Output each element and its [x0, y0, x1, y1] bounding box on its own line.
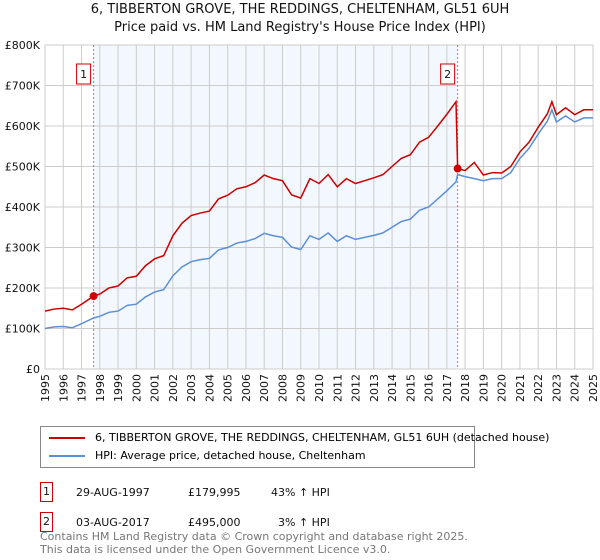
- x-tick-label: 2008: [276, 374, 289, 402]
- x-tick-label: 2018: [459, 374, 472, 402]
- annotation-label: 1: [80, 68, 87, 81]
- x-tick-label: 2002: [167, 374, 180, 402]
- x-tick-label: 2015: [404, 374, 417, 402]
- property-price-line: [44, 99, 593, 312]
- x-tick-label: 2003: [185, 374, 198, 402]
- x-tick-label: 2005: [222, 374, 235, 402]
- footer-line1: Contains HM Land Registry data © Crown c…: [40, 530, 468, 543]
- sale-point: [89, 292, 98, 301]
- x-tick-label: 2011: [331, 374, 344, 402]
- y-tick-label: £300K: [5, 242, 41, 255]
- transaction-price: £179,995: [188, 486, 241, 499]
- y-tick-label: £700K: [5, 80, 41, 93]
- transaction-hpi: 3% ↑ HPI: [278, 516, 330, 529]
- transaction-badge: 2: [40, 512, 53, 532]
- y-tick-label: £200K: [5, 282, 41, 295]
- footer-line2: This data is licensed under the Open Gov…: [40, 543, 391, 556]
- y-tick-label: £600K: [5, 120, 41, 133]
- y-tick-label: £0: [26, 363, 40, 376]
- x-tick-label: 1998: [94, 374, 107, 402]
- x-tick-label: 2004: [203, 374, 216, 402]
- x-tick-label: 2009: [295, 374, 308, 402]
- transaction-date: 03-AUG-2017: [76, 516, 150, 529]
- legend-hpi: HPI: Average price, detached house, Chel…: [95, 449, 366, 462]
- legend: 6, TIBBERTON GROVE, THE REDDINGS, CHELTE…: [40, 426, 549, 468]
- x-tick-label: 2007: [258, 374, 271, 402]
- price-chart: 1995 1996 1997 1998 1999 2000 2001 2002 2003 2004…: [5, 39, 600, 402]
- x-tick-label: 1999: [112, 374, 125, 402]
- x-tick-label: 1996: [57, 374, 70, 402]
- y-tick-label: £400K: [5, 201, 41, 214]
- x-tick-label: 2001: [149, 374, 162, 402]
- x-tick-label: 2000: [130, 374, 143, 402]
- legend-red-line: [49, 436, 85, 439]
- x-tick-label: 1995: [39, 374, 52, 402]
- x-tick-label: 2006: [240, 374, 253, 402]
- chart-title: 6, TIBBERTON GROVE, THE REDDINGS, CHELTE…: [90, 2, 510, 17]
- annotation-badge: [440, 63, 456, 85]
- x-tick-label: 2017: [441, 374, 454, 402]
- footer: Contains HM Land Registry data © Crown c…: [40, 530, 468, 556]
- legend-property: 6, TIBBERTON GROVE, THE REDDINGS, CHELTE…: [95, 431, 550, 444]
- hpi-line: [44, 107, 593, 330]
- x-tick-label: 2024: [569, 374, 582, 402]
- x-tick-label: 2014: [386, 374, 399, 402]
- x-tick-label: 2020: [496, 374, 509, 402]
- legend-blue-line: [49, 454, 85, 457]
- y-tick-label: £100K: [5, 323, 41, 336]
- x-tick-label: 2016: [423, 374, 436, 402]
- chart-subtitle: Price paid vs. HM Land Registry's House …: [114, 20, 486, 35]
- x-tick-label: 2012: [350, 374, 363, 402]
- plot-border: [44, 44, 594, 370]
- x-tick-label: 2022: [532, 374, 545, 402]
- transaction-hpi: 43% ↑ HPI: [271, 486, 330, 499]
- transaction-date: 29-AUG-1997: [76, 486, 150, 499]
- transaction-price: £495,000: [188, 516, 241, 529]
- x-tick-label: 2019: [477, 374, 490, 402]
- x-tick-label: 2023: [550, 374, 563, 402]
- y-tick-label: £800K: [5, 39, 41, 52]
- x-tick-label: 2013: [368, 374, 381, 402]
- sale-point: [453, 164, 462, 173]
- x-tick-label: 2025: [587, 374, 600, 402]
- x-tick-label: 2021: [514, 374, 527, 402]
- annotation-label: 2: [444, 68, 451, 81]
- x-tick-label: 2010: [313, 374, 326, 402]
- x-tick-label: 1997: [76, 374, 89, 402]
- transaction-badge: 1: [40, 482, 53, 502]
- y-tick-label: £500K: [5, 161, 41, 174]
- annotation-badge: [76, 63, 92, 85]
